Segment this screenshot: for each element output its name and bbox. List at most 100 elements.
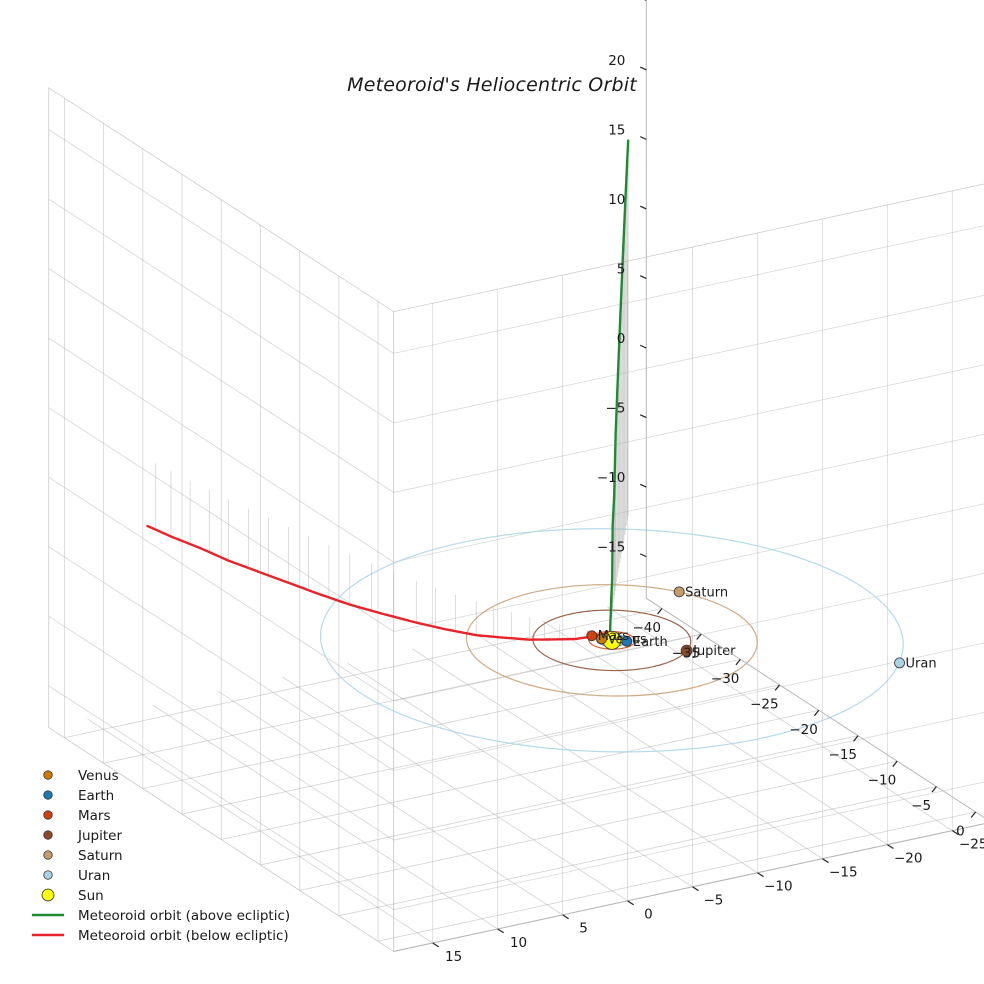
gridline [393, 572, 984, 702]
legend-marker-dot [43, 770, 53, 780]
legend-label: Saturn [78, 848, 123, 864]
tick-mark [853, 735, 859, 742]
z-tick-label: −5 [605, 401, 625, 417]
tick-mark [639, 414, 647, 419]
gridline [217, 690, 563, 916]
x-tick-label: −40 [633, 620, 662, 636]
orbit-ellipse-jupiter [532, 609, 692, 672]
gridline [48, 685, 394, 911]
tick-mark [639, 66, 647, 71]
tick-mark [639, 275, 647, 280]
gridline [48, 129, 394, 354]
body-marker-jupiter[interactable] [680, 644, 693, 657]
meteoroid-droplines [154, 140, 629, 640]
legend-label: Earth [78, 788, 114, 804]
tick-mark [892, 760, 898, 768]
body-label-uran: Uran [906, 656, 937, 671]
body-label-jupiter: Jupiter [692, 644, 736, 659]
legend-label: Mars [78, 808, 111, 824]
legend-label: Venus [78, 768, 119, 784]
gridline [393, 364, 984, 493]
pane-back-x [393, 183, 984, 952]
tick-mark [696, 633, 702, 640]
body-marker-uran[interactable] [894, 657, 905, 669]
legend-label: Jupiter [77, 828, 122, 844]
y-tick-label: 15 [445, 949, 462, 965]
z-tick-label: 10 [608, 192, 625, 208]
tick-mark [627, 900, 634, 906]
y-tick-label: 10 [510, 935, 527, 951]
legend-item-saturn[interactable]: Saturn [43, 848, 123, 864]
tick-mark [692, 886, 699, 892]
tick-mark [639, 344, 647, 349]
legend-item-sun[interactable]: Sun [41, 888, 104, 904]
legend-item-meteoroid-orbit-below-ecliptic[interactable]: Meteoroid orbit (below ecliptic) [32, 928, 289, 944]
y-tick-label: −10 [764, 879, 793, 895]
legend-label: Meteoroid orbit (above ecliptic) [78, 908, 290, 924]
tick-mark [639, 136, 647, 140]
legend-item-uran[interactable]: Uran [43, 868, 111, 884]
y-tick-label: 5 [579, 921, 588, 937]
x-tick-label: −20 [789, 722, 818, 738]
gridline [152, 704, 498, 930]
legend-label: Meteoroid orbit (below ecliptic) [78, 928, 289, 944]
z-tick-label: −15 [597, 540, 626, 556]
axis-spine-x [646, 597, 984, 819]
legend-marker-dot [43, 850, 53, 860]
tick-mark [970, 811, 977, 818]
gridline [393, 503, 984, 632]
legend-item-meteoroid-orbit-above-ecliptic[interactable]: Meteoroid orbit (above ecliptic) [32, 908, 290, 924]
legend-marker-dot [41, 888, 55, 902]
gridline [607, 606, 953, 831]
body-marker-venus[interactable] [596, 633, 607, 645]
body-marker-saturn[interactable] [673, 586, 685, 598]
body-mars[interactable]: Mars [586, 629, 630, 644]
trajectory-below-ecliptic [146, 524, 612, 641]
legend-item-earth[interactable]: Earth [43, 788, 114, 804]
x-tick-label: −10 [868, 773, 897, 789]
x-tick-label: −25 [750, 696, 779, 712]
tick-mark [822, 858, 829, 864]
legend-item-venus[interactable]: Venus [43, 768, 119, 784]
orbit-ellipse-saturn [465, 584, 758, 697]
z-tick-label: 0 [617, 331, 626, 347]
tick-mark [931, 786, 937, 793]
z-tick-label: 20 [608, 53, 625, 69]
gridline [48, 407, 394, 632]
body-uran[interactable]: Uran [894, 656, 937, 671]
tick-mark [497, 928, 505, 934]
tick-mark [657, 608, 663, 615]
legend-item-jupiter[interactable]: Jupiter [43, 828, 123, 844]
body-jupiter[interactable]: Jupiter [680, 644, 736, 659]
tick-mark [735, 659, 741, 666]
axes-panes [47, 87, 984, 953]
gridline [282, 676, 628, 902]
planet-orbits [319, 528, 904, 753]
gridline [393, 712, 984, 841]
body-label-mars: Mars [598, 629, 630, 644]
orbit-ellipse-uran [319, 528, 904, 753]
body-marker-earth[interactable] [621, 635, 633, 647]
meteoroid-trajectory [146, 139, 630, 641]
tick-mark [639, 205, 647, 210]
body-marker-mars[interactable] [586, 630, 598, 642]
z-tick-label: 5 [617, 261, 626, 277]
gridline [542, 620, 888, 846]
gridline [393, 781, 984, 911]
gridline [393, 225, 984, 354]
tick-mark [813, 709, 820, 717]
legend-marker-dot [43, 810, 53, 820]
body-label-saturn: Saturn [685, 585, 728, 600]
body-earth[interactable]: Earth [621, 635, 668, 650]
gridline [393, 642, 984, 772]
legend: Venus Earth Mars Jupiter Saturn Uran Sun Meteor… [32, 768, 290, 944]
tick-mark [774, 684, 781, 691]
axis-annotations: −15−10−50510152025−40−35−30−25−20−15−10−… [393, 0, 984, 965]
legend-label: Uran [78, 868, 110, 884]
legend-item-mars[interactable]: Mars [43, 808, 111, 824]
x-tick-label: −15 [829, 747, 858, 763]
body-saturn[interactable]: Saturn [673, 585, 728, 600]
